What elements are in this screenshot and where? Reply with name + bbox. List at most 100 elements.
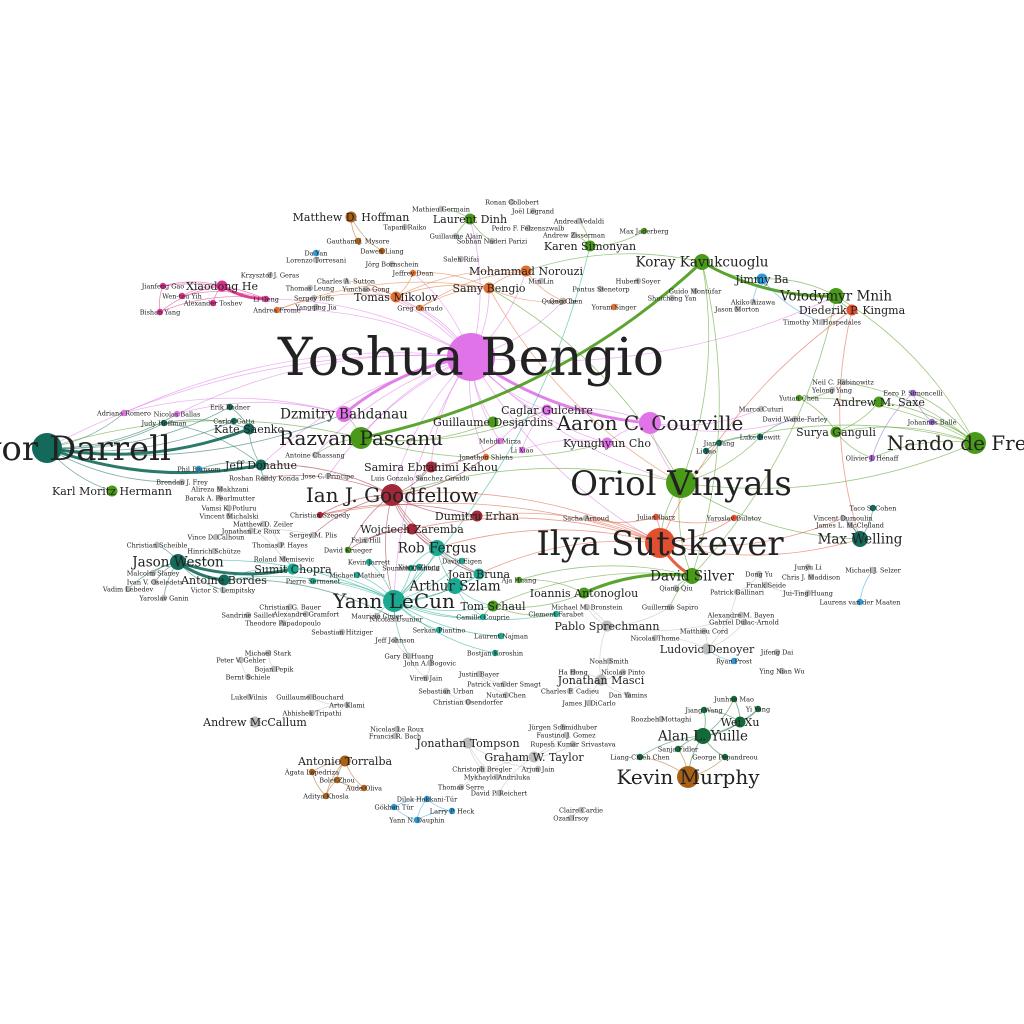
node-jianfeng-gao[interactable]: [159, 282, 167, 290]
node-nicolas-ballas[interactable]: [173, 410, 181, 418]
node-ivan-oseledets[interactable]: [151, 578, 159, 586]
node-yaroslav-bulatov[interactable]: [730, 514, 738, 522]
node-sebastian-urban[interactable]: [442, 687, 450, 695]
node-david-ketchart[interactable]: [495, 789, 503, 797]
node-peter-gehler[interactable]: [237, 656, 245, 664]
node-ludovic-denoyer[interactable]: [701, 643, 713, 655]
node-yutian-chen[interactable]: [795, 394, 803, 402]
node-tapani-raiko[interactable]: [401, 223, 409, 231]
node-james-mcclelland[interactable]: [846, 521, 854, 529]
node-david-warde-farley[interactable]: [791, 415, 799, 423]
node-max-jaderberg[interactable]: [640, 227, 648, 235]
node-alexander-gramfort[interactable]: [302, 610, 310, 618]
node-sergey-ioffe[interactable]: [310, 294, 318, 302]
node-yann-lecun[interactable]: [383, 590, 405, 612]
node-matthew-hoffman[interactable]: [345, 211, 357, 223]
node-max-welling[interactable]: [852, 531, 868, 547]
node-greg-corrado[interactable]: [416, 304, 424, 312]
node-vamsi-potluru[interactable]: [225, 504, 233, 512]
node-karen-simonyan[interactable]: [584, 240, 596, 252]
node-rob-fergus[interactable]: [429, 540, 445, 556]
node-david-silver[interactable]: [684, 568, 700, 584]
node-dilek-hakkani-tur[interactable]: [423, 795, 431, 803]
node-vincent-michalski[interactable]: [225, 512, 233, 520]
node-luke-vilnis[interactable]: [245, 693, 253, 701]
node-chris-maddison[interactable]: [807, 573, 815, 581]
node-sandeep-sudderth[interactable]: [244, 611, 252, 619]
node-wen-tau-yih[interactable]: [178, 292, 186, 300]
node-larry-heck[interactable]: [448, 807, 456, 815]
node-neil-rabinowitz[interactable]: [839, 378, 847, 386]
node-andrea-frome[interactable]: [273, 306, 281, 314]
node-sebastian-hitziger[interactable]: [338, 628, 346, 636]
node-yi-yang[interactable]: [754, 705, 762, 713]
node-andrew-saxe[interactable]: [873, 396, 885, 408]
node-ha-hong[interactable]: [569, 668, 577, 676]
node-dumitru-erhan[interactable]: [471, 510, 483, 522]
node-michael-mathieu[interactable]: [353, 571, 361, 579]
node-jason-weston[interactable]: [170, 554, 186, 570]
node-mykhaylo-andriluka[interactable]: [493, 773, 501, 781]
node-charles-cadieu[interactable]: [566, 687, 574, 695]
node-quang-chen[interactable]: [558, 297, 566, 305]
node-mohammad-norouzi[interactable]: [520, 265, 532, 277]
node-li-deng[interactable]: [262, 295, 270, 303]
node-liang-chieh-chen[interactable]: [636, 753, 644, 761]
node-yoram-singer[interactable]: [610, 303, 618, 311]
node-jonathan-le-roux[interactable]: [247, 527, 255, 535]
node-oliver-henaff[interactable]: [868, 454, 876, 462]
node-krzysztof-geras[interactable]: [266, 271, 274, 279]
node-pontus-stenetorp[interactable]: [597, 285, 605, 293]
node-tom-schaul[interactable]: [487, 600, 499, 612]
node-hinrich-schutze[interactable]: [210, 547, 218, 555]
node-yian-wu[interactable]: [778, 667, 786, 675]
node-aditya-khosla[interactable]: [322, 792, 330, 800]
node-koray-kavukcuoglu[interactable]: [694, 254, 710, 270]
node-samira-kahou[interactable]: [425, 461, 437, 473]
node-charles-sutton[interactable]: [342, 277, 350, 285]
node-tomas-mikolov[interactable]: [390, 291, 402, 303]
node-dong-yu[interactable]: [755, 570, 763, 578]
node-bostjan-kopenec[interactable]: [491, 649, 499, 657]
node-christian-osendorfer[interactable]: [464, 698, 472, 706]
node-roozbeh-mottaghi[interactable]: [657, 715, 665, 723]
node-patrick-gallinari[interactable]: [733, 588, 741, 596]
node-luis-sanchez-giraldo[interactable]: [416, 474, 424, 482]
node-shuicheng-yan[interactable]: [668, 294, 676, 302]
node-quoc-qiu[interactable]: [672, 584, 680, 592]
node-sanja-fidler[interactable]: [674, 745, 682, 753]
node-kevin-jarrett[interactable]: [365, 558, 373, 566]
node-roshan-konda[interactable]: [260, 474, 268, 482]
node-bishan-yang[interactable]: [156, 308, 164, 316]
node-li-xiaolin[interactable]: [518, 446, 526, 454]
node-vincent-dumoulin[interactable]: [839, 514, 847, 522]
node-michael-bronstein[interactable]: [583, 603, 591, 611]
node-vince-calhoun[interactable]: [212, 533, 220, 541]
node-samy-bengio[interactable]: [483, 282, 495, 294]
node-jui-ting-huang[interactable]: [804, 589, 812, 597]
node-kyunghyun-cho[interactable]: [601, 437, 613, 449]
node-adriana-romero[interactable]: [120, 409, 128, 417]
node-yoshua-bengio[interactable]: [447, 333, 495, 381]
node-da-yan[interactable]: [312, 249, 320, 257]
node-wojciech-zaremba[interactable]: [406, 523, 418, 535]
node-christoph-bregler[interactable]: [478, 765, 486, 773]
node-johannes-balle[interactable]: [928, 418, 936, 426]
node-jasson-morton[interactable]: [733, 305, 741, 313]
node-camille-couprie[interactable]: [479, 613, 487, 621]
node-gokhan-tur[interactable]: [390, 803, 398, 811]
node-caglar-gulcehre[interactable]: [541, 404, 553, 416]
node-alexandre-boyer[interactable]: [737, 611, 745, 619]
node-jimmy-ba[interactable]: [756, 273, 768, 285]
node-bremdan-frey[interactable]: [178, 478, 186, 486]
node-yelong-yang[interactable]: [828, 386, 836, 394]
node-pedro-domingos[interactable]: [524, 224, 532, 232]
node-ian-goodfellow[interactable]: [381, 484, 403, 506]
node-antoine-bordes[interactable]: [218, 574, 230, 586]
node-aja-huang[interactable]: [515, 576, 523, 584]
node-saleh-soltan[interactable]: [457, 255, 465, 263]
node-ozan-irsoy[interactable]: [567, 814, 575, 822]
node-mehdi-mirza[interactable]: [496, 437, 504, 445]
node-sergey-plis[interactable]: [309, 531, 317, 539]
node-carlos-gatta[interactable]: [230, 417, 238, 425]
